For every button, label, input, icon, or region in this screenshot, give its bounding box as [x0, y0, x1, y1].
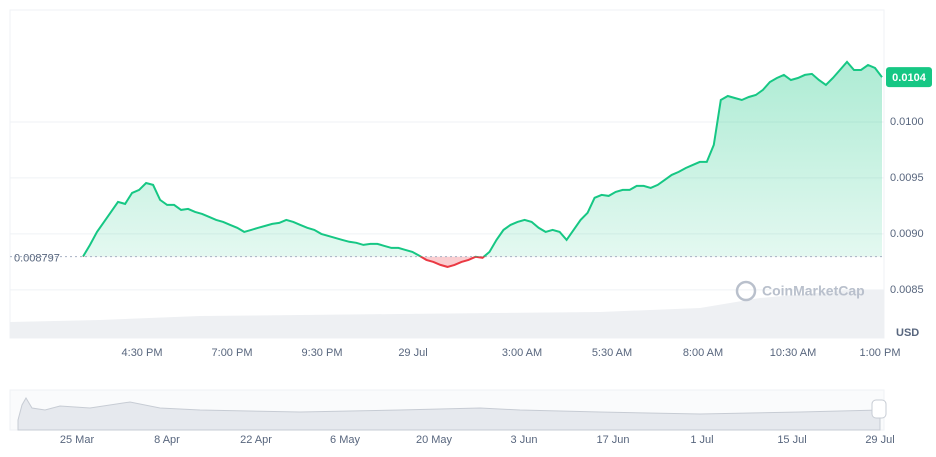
price-line	[82, 60, 883, 268]
x-tick-label: 1:00 PM	[860, 347, 901, 359]
plot	[10, 60, 884, 268]
navigator-handle[interactable]	[871, 399, 887, 419]
y-tick-label: 0.0100	[890, 116, 924, 128]
watermark: CoinMarketCap	[735, 280, 865, 302]
x-tick-label: 29 Jul	[398, 347, 427, 359]
y-tick-label: 0.0095	[890, 172, 924, 184]
navigator-label: 29 Jul	[865, 434, 894, 446]
x-tick-label: 7:00 PM	[212, 347, 253, 359]
navigator-label: 6 May	[330, 434, 360, 446]
price-badge	[886, 67, 932, 88]
navigator-label: 15 Jul	[777, 434, 806, 446]
volume-area	[10, 290, 884, 338]
x-tick-label: 3:00 AM	[502, 347, 542, 359]
x-tick-label: 10:30 AM	[770, 347, 816, 359]
navigator-label: 1 Jul	[690, 434, 713, 446]
navigator-labels: 25 Mar 8 Apr 22 Apr 6 May 20 May 3 Jun 17 Jun 1…	[60, 434, 895, 446]
y-tick-label: 0.0085	[890, 284, 924, 296]
currency-label: USD	[896, 327, 919, 339]
x-tick-label: 5:30 AM	[592, 347, 632, 359]
watermark-text: CoinMarketCap	[762, 283, 865, 299]
navigator-label: 17 Jun	[596, 434, 629, 446]
navigator-label: 25 Mar	[60, 434, 95, 446]
navigator-label: 20 May	[416, 434, 453, 446]
navigator-label: 3 Jun	[511, 434, 538, 446]
navigator-label: 8 Apr	[154, 434, 180, 446]
x-tick-label: 9:30 PM	[302, 347, 343, 359]
baseline-label: 0.008797	[14, 253, 60, 265]
navigator-label: 22 Apr	[240, 434, 272, 446]
navigator-line	[17, 397, 881, 431]
price-badge-label: 0.0104	[892, 72, 927, 84]
x-tick-label: 8:00 AM	[683, 347, 723, 359]
x-tick-label: 4:30 PM	[122, 347, 163, 359]
area-up	[83, 61, 882, 257]
y-tick-label: 0.0090	[890, 228, 924, 240]
